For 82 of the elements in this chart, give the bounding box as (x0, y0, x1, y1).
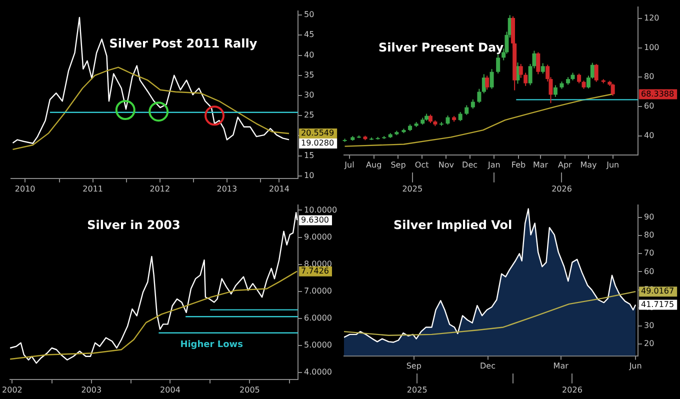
x-tick-label: Aug (366, 160, 382, 170)
x-tick-label: 2003 (81, 385, 102, 394)
x-tick-label: Mar (532, 160, 549, 170)
y-tick-label: 60 (644, 266, 654, 276)
candlestick (490, 68, 494, 90)
text: Silver in 2003 (87, 218, 180, 232)
candlestick (540, 62, 545, 74)
y-tick-label: 10 (304, 171, 314, 180)
x-tick-label: Dec (480, 362, 496, 371)
candlestick (536, 52, 540, 75)
y-tick-label: 80 (644, 72, 654, 82)
y-tick-label: 6.0000 (304, 314, 332, 323)
x-tick-label: 2010 (14, 184, 36, 194)
text: Silver Present Day (378, 40, 504, 54)
data-label: 19.0280 (301, 138, 334, 148)
y-tick-label: 15 (304, 150, 314, 160)
x2-tick-label: 2025 (402, 184, 423, 194)
candlestick (458, 112, 462, 122)
x-tick-label: Feb (511, 160, 526, 170)
annotation: Higher Lows (180, 340, 243, 350)
y-tick-label: 100 (644, 42, 660, 52)
x-tick-label: 2004 (160, 385, 180, 394)
y-tick-label: 40 (304, 50, 314, 60)
text: Silver Implied Vol (393, 218, 512, 232)
data-label: 9.6300 (301, 215, 329, 224)
x-tick-label: 2014 (269, 184, 290, 194)
y-tick-label: 35 (304, 70, 314, 80)
y-tick-label: 90 (644, 212, 654, 222)
y-tick-label: 10.0000 (304, 205, 338, 214)
candlestick (470, 98, 475, 110)
y-tick-label: 80 (644, 230, 654, 240)
candlestick (464, 104, 469, 116)
candlestick (594, 63, 598, 82)
x-tick-label: Sep (406, 362, 422, 371)
x-tick-label: Mar (553, 362, 570, 371)
candlestick (496, 54, 500, 74)
x-tick-label: Nov (438, 160, 454, 170)
y-tick-label: 20 (644, 339, 654, 348)
x-tick-label: Jul (344, 160, 354, 170)
y-tick-label: 4.0000 (304, 368, 332, 377)
data-label: 41.7175 (641, 300, 674, 309)
x2-tick-label: 2026 (562, 385, 582, 394)
y-tick-label: 8.0000 (304, 259, 332, 268)
y-tick-label: 40 (644, 130, 654, 140)
x-tick-label: 2005 (240, 385, 260, 394)
candlestick (553, 84, 558, 98)
x2-tick-label: 2026 (552, 184, 572, 194)
x-tick-label: Oct (414, 160, 429, 170)
y-tick-label: 45 (304, 30, 314, 40)
x-tick-label: 2011 (82, 184, 103, 194)
y-tick-label: 70 (644, 248, 654, 258)
x-tick-label: Jun (628, 362, 642, 371)
candlestick (477, 88, 482, 104)
y-tick-label: 120 (644, 14, 660, 23)
x-tick-label: 2012 (150, 184, 170, 194)
candlestick (518, 63, 523, 78)
y-tick-label: 30 (644, 321, 654, 330)
x-tick-label: Sep (390, 160, 406, 170)
y-tick-label: 50 (304, 10, 314, 20)
candlestick (610, 83, 615, 96)
x2-tick-label: 2025 (406, 385, 428, 394)
y-tick-label: 9.0000 (304, 232, 332, 242)
y-tick-label: 25 (304, 110, 314, 120)
x-tick-label: Jun (606, 160, 620, 170)
data-label: 20.5549 (301, 128, 334, 138)
x-tick-label: Dec (462, 160, 478, 170)
x-tick-label: May (580, 160, 598, 170)
candlestick (485, 75, 490, 90)
x-tick-label: Jan (486, 160, 500, 170)
x-tick-label: Apr (558, 160, 573, 170)
y-tick-label: 30 (304, 90, 314, 100)
text: 68.3388 (641, 89, 674, 98)
x-tick-label: 2002 (2, 385, 22, 394)
candlestick (577, 73, 582, 84)
x-tick-label: 2013 (216, 184, 238, 194)
candlestick (446, 115, 450, 126)
y-tick-label: 7.0000 (304, 286, 332, 296)
y-tick-label: 60 (644, 102, 654, 111)
text: Silver Post 2011 Rally (109, 36, 258, 51)
data-label: 7.7426 (301, 266, 329, 276)
candlestick (524, 72, 528, 86)
y-tick-label: 5.0000 (304, 340, 332, 350)
